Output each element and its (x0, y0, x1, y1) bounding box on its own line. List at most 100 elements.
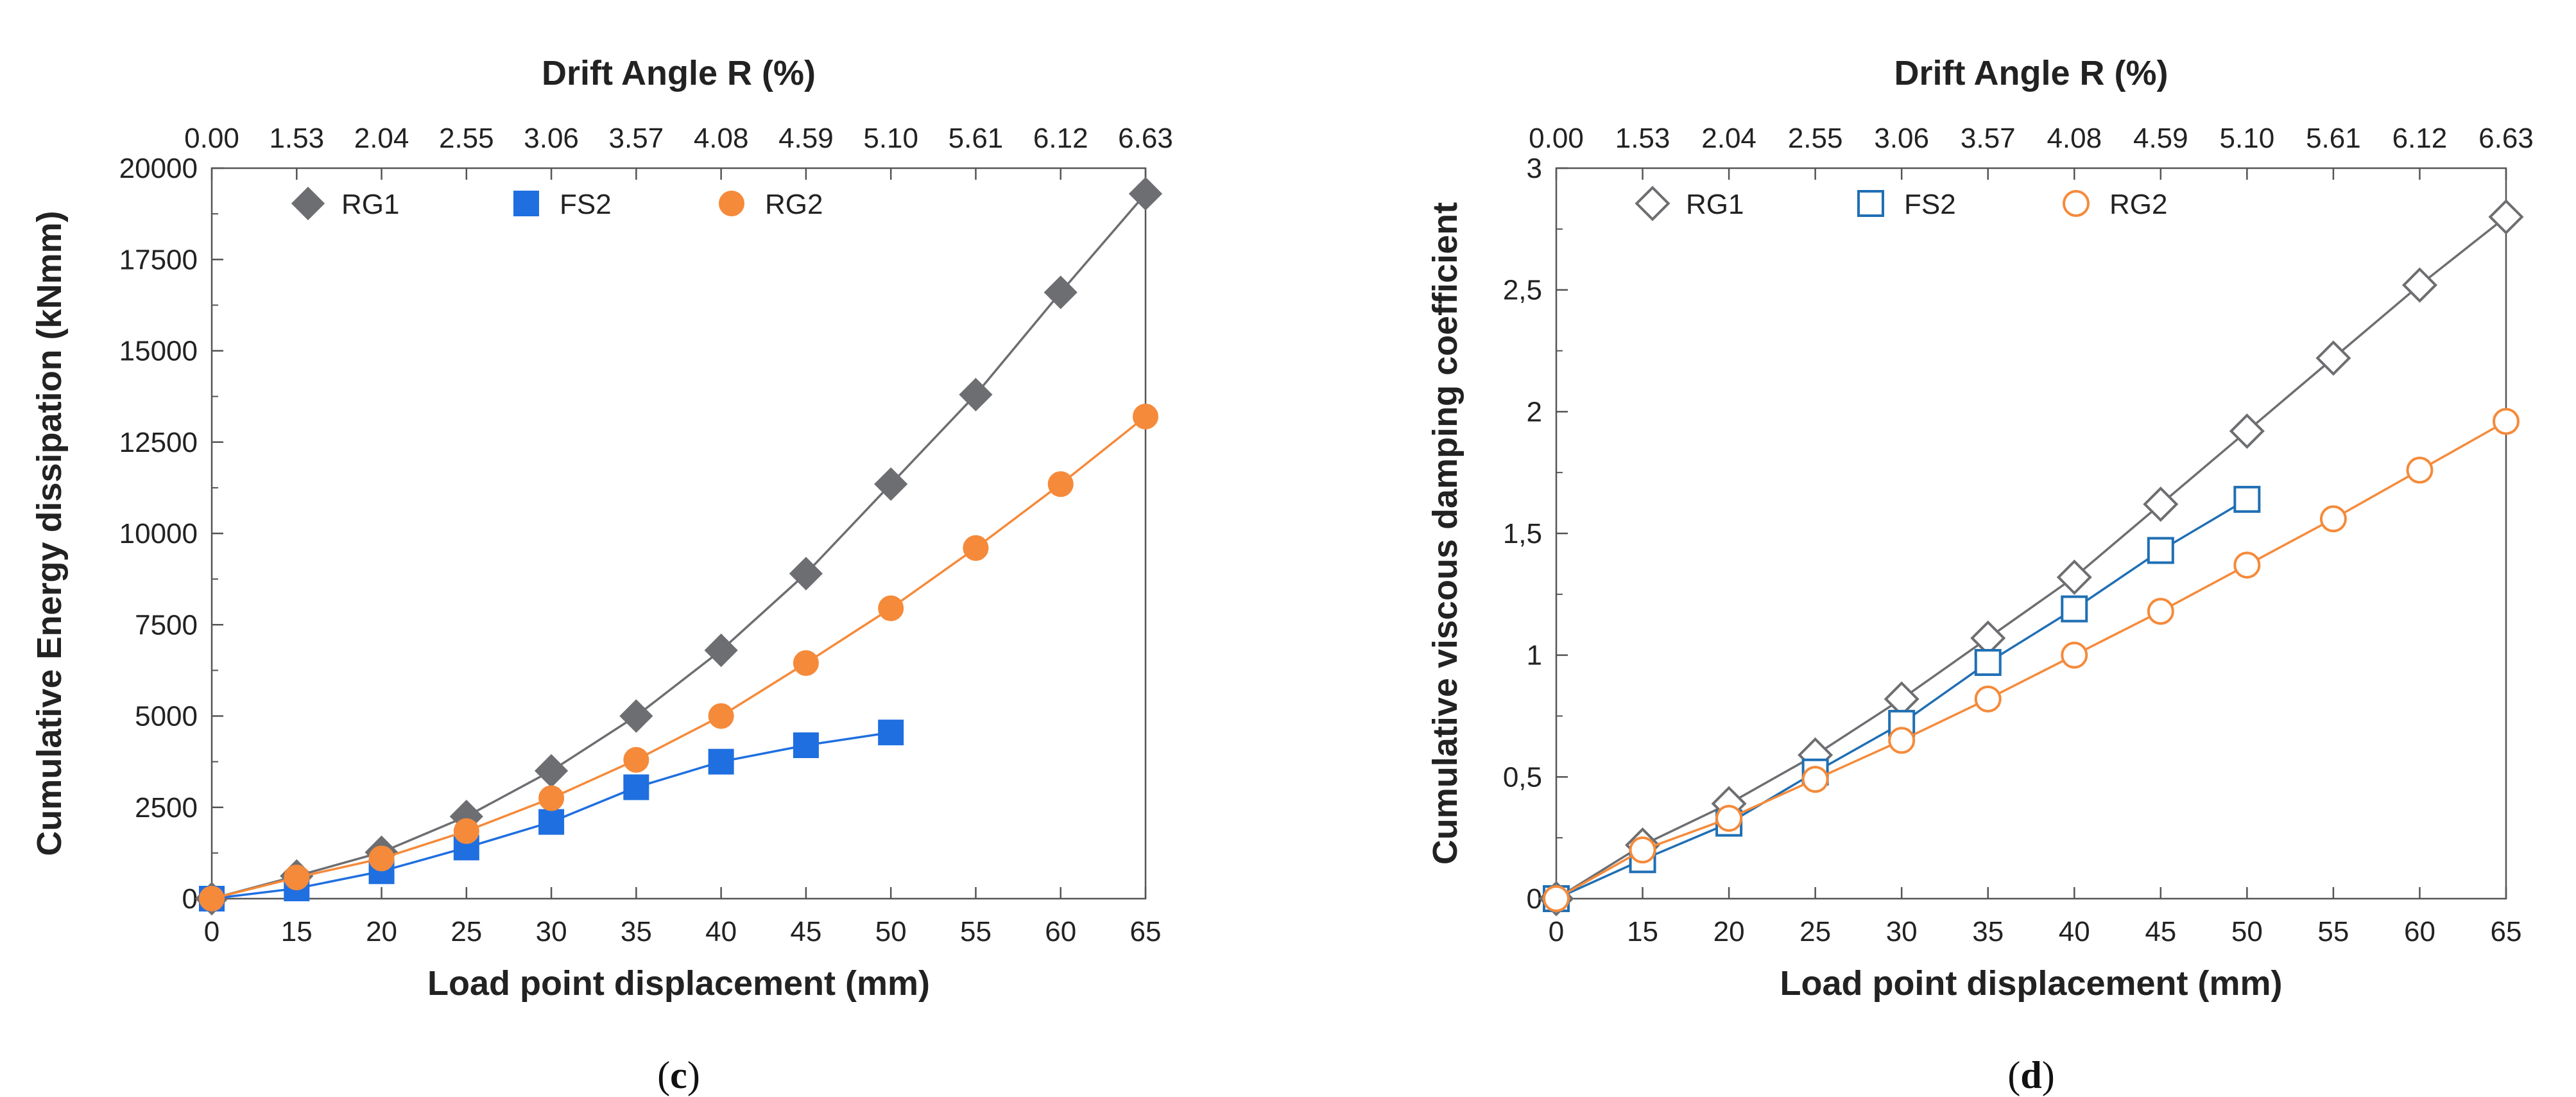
top-x-tick-label: 1.53 (1615, 123, 1670, 154)
legend-label-rg2: RG2 (765, 189, 823, 220)
data-point-rg2 (1801, 766, 1829, 793)
data-point-rg2 (2233, 551, 2261, 579)
series-rg2 (1543, 408, 2520, 912)
top-x-tick-label: 6.12 (1033, 123, 1088, 154)
x-tick-label: 0 (204, 916, 219, 947)
y-tick-label: 0,5 (1503, 761, 1542, 793)
y-tick-label: 2,5 (1503, 275, 1542, 306)
data-point-rg2 (963, 535, 989, 561)
series-fs2 (199, 720, 904, 911)
data-point-rg2 (538, 785, 565, 811)
top-x-tick-label: 2.04 (1701, 123, 1756, 154)
data-point-rg2 (1543, 885, 1570, 912)
data-point-rg1 (1128, 177, 1163, 211)
x-tick-label: 45 (790, 916, 821, 947)
data-point-rg2 (1047, 471, 1074, 497)
y-tick-label: 20000 (119, 153, 198, 184)
top-x-tick-label: 0.00 (184, 123, 239, 154)
x-tick-label: 50 (2231, 916, 2263, 947)
top-x-tick-label: 4.08 (2047, 123, 2102, 154)
x-tick-label: 35 (1972, 916, 2004, 947)
data-point-rg2 (1629, 836, 1656, 864)
data-point-rg1 (2315, 340, 2351, 376)
y-tick-label: 7500 (135, 609, 198, 641)
series-rg1 (1538, 199, 2524, 917)
top-x-tick-label: 0.00 (1529, 123, 1584, 154)
x-tick-label: 40 (2059, 916, 2090, 947)
chart-viscous-damping: 00,511,522,5300.00151.53202.04252.55303.… (1426, 54, 2534, 1096)
legend-marker-rg2 (719, 191, 744, 216)
legend-label-fs2: FS2 (1904, 189, 1956, 220)
data-point-rg2 (1715, 804, 1743, 832)
top-x-tick-label: 1.53 (269, 123, 324, 154)
y-axis-title: Cumulative Energy dissipation (kNmm) (30, 211, 69, 856)
data-point-rg2 (2319, 505, 2347, 533)
data-point-rg1 (2488, 199, 2524, 235)
data-point-fs2 (2233, 485, 2261, 513)
x-tick-label: 30 (1886, 916, 1918, 947)
data-point-rg2 (1133, 403, 1158, 429)
top-x-tick-label: 3.06 (1874, 123, 1929, 154)
top-x-axis-title: Drift Angle R (%) (1894, 54, 2168, 92)
legend-marker-fs2 (513, 191, 539, 216)
x-tick-label: 25 (1799, 916, 1831, 947)
plot-frame (1555, 167, 2507, 900)
series-rg1 (194, 177, 1163, 916)
top-x-tick-label: 3.57 (1961, 123, 2016, 154)
data-point-rg2 (453, 818, 479, 844)
top-x-tick-label: 5.61 (949, 123, 1004, 154)
y-tick-label: 5000 (135, 701, 198, 732)
plot-frame (210, 167, 1147, 900)
top-x-tick-label: 5.10 (2220, 123, 2275, 154)
x-tick-label: 55 (2317, 916, 2349, 947)
top-x-tick-label: 2.55 (1788, 123, 1843, 154)
data-point-rg2 (2406, 456, 2434, 484)
data-point-rg1 (534, 754, 569, 788)
y-tick-label: 10000 (119, 518, 198, 549)
top-x-axis-title: Drift Angle R (%) (542, 54, 816, 92)
data-point-rg2 (623, 747, 649, 773)
data-point-fs2 (1974, 649, 2002, 677)
data-point-rg2 (878, 595, 904, 621)
top-x-tick-label: 6.63 (2478, 123, 2534, 154)
data-point-rg1 (2229, 413, 2265, 449)
data-point-rg2 (1974, 685, 2002, 713)
data-point-fs2 (878, 720, 904, 746)
legend-marker-rg2 (2063, 190, 2090, 217)
data-point-fs2 (708, 748, 734, 775)
y-tick-label: 15000 (119, 336, 198, 367)
legend-label-rg2: RG2 (2109, 189, 2167, 220)
data-point-rg2 (284, 864, 310, 890)
data-point-rg1 (1043, 275, 1078, 309)
y-tick-label: 17500 (119, 244, 198, 275)
data-point-rg1 (874, 467, 908, 501)
x-tick-label: 15 (281, 916, 313, 947)
series-line-rg2 (1556, 420, 2507, 900)
series-line-rg1 (211, 193, 1147, 900)
x-tick-label: 35 (621, 916, 652, 947)
figure-caption: (c) (657, 1054, 700, 1096)
data-point-fs2 (2061, 595, 2088, 623)
legend-label-fs2: FS2 (560, 189, 612, 220)
figure-caption: (d) (2007, 1054, 2054, 1096)
data-point-rg1 (2056, 559, 2092, 595)
top-x-tick-label: 6.12 (2392, 123, 2448, 154)
top-x-tick-label: 4.59 (778, 123, 834, 154)
data-point-fs2 (2147, 537, 2174, 564)
y-tick-label: 2500 (135, 792, 198, 824)
x-tick-label: 40 (705, 916, 737, 947)
y-tick-label: 2 (1527, 396, 1542, 428)
data-point-rg2 (368, 845, 395, 872)
top-x-tick-label: 6.63 (1118, 123, 1173, 154)
x-tick-label: 65 (1130, 916, 1162, 947)
data-point-rg1 (619, 699, 653, 733)
top-x-tick-label: 2.55 (439, 123, 494, 154)
legend-marker-fs2 (1857, 190, 1884, 217)
y-tick-label: 3 (1527, 153, 1542, 184)
top-x-tick-label: 5.61 (2306, 123, 2361, 154)
x-tick-label: 20 (1713, 916, 1745, 947)
x-tick-label: 30 (536, 916, 567, 947)
chart-cumulative-energy: 0 2500 5000 7500 10000 12500 15000 17500 20000 0 0… (30, 54, 1173, 1096)
data-point-rg1 (959, 377, 993, 411)
